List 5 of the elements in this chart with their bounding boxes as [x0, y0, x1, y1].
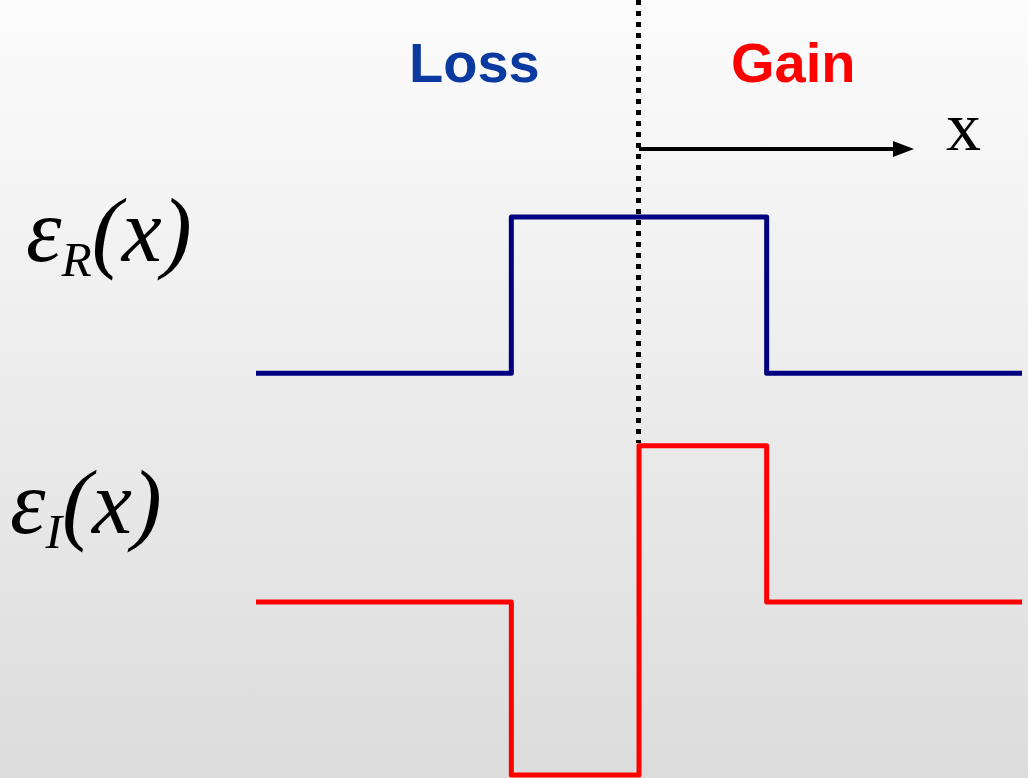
text: Gain: [731, 31, 856, 94]
series-label: ε$_{I}$(x): [10, 453, 162, 559]
text: Loss: [409, 31, 540, 94]
x-axis-title: x: [946, 88, 981, 165]
series-label: ε$_{R}$(x): [26, 181, 192, 287]
